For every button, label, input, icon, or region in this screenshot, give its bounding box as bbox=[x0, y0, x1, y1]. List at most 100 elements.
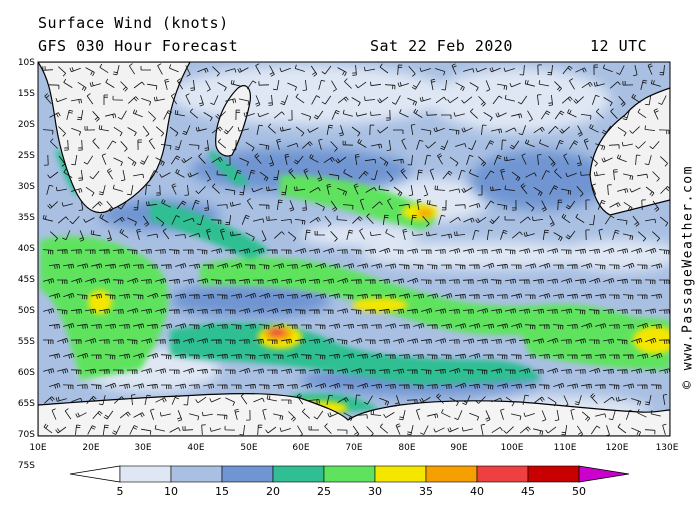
wind-barb bbox=[216, 414, 228, 420]
wind-barb bbox=[182, 426, 194, 431]
wind-barb bbox=[89, 81, 101, 87]
wind-barb bbox=[58, 126, 66, 137]
wind-barb bbox=[505, 369, 516, 374]
wind-barb bbox=[294, 369, 306, 374]
wind-barb bbox=[146, 323, 158, 329]
wind-barb bbox=[113, 157, 123, 166]
wind-barb bbox=[169, 369, 180, 374]
wind-barb bbox=[371, 353, 383, 359]
lat-label: 20S bbox=[18, 120, 35, 130]
colorbar-segment bbox=[476, 465, 529, 483]
wind-barb bbox=[106, 168, 114, 180]
wind-barb bbox=[610, 108, 618, 119]
wind-barb bbox=[520, 183, 528, 195]
wind-barb bbox=[231, 384, 242, 389]
wind-barb bbox=[329, 353, 340, 359]
wind-barb bbox=[379, 63, 389, 74]
wind-barb bbox=[461, 187, 473, 193]
wind-barb bbox=[447, 427, 459, 433]
wind-barb bbox=[636, 264, 648, 270]
wind-barb bbox=[133, 81, 145, 89]
wind-barb bbox=[364, 369, 376, 374]
wind-barb bbox=[462, 395, 471, 405]
wind-barb bbox=[533, 428, 544, 436]
wind-barb bbox=[127, 308, 139, 314]
wind-barb bbox=[265, 426, 277, 434]
wind-barb bbox=[351, 126, 361, 137]
wind-barb bbox=[71, 278, 83, 284]
wind-barb bbox=[385, 323, 397, 329]
wind-barb bbox=[426, 111, 438, 116]
wind-barb bbox=[92, 138, 100, 149]
wind-barb bbox=[99, 63, 109, 74]
wind-barb bbox=[542, 229, 549, 240]
lat-label: 50S bbox=[18, 306, 35, 316]
wind-barb bbox=[280, 95, 289, 106]
wind-barb bbox=[483, 112, 493, 122]
colorbar-segment bbox=[170, 465, 223, 483]
wind-barb bbox=[141, 368, 153, 374]
wind-barb bbox=[478, 96, 486, 107]
wind-barb bbox=[576, 155, 582, 167]
wind-barb bbox=[585, 199, 590, 211]
wind-barb bbox=[569, 78, 575, 90]
wind-barb bbox=[255, 63, 261, 75]
wind-barb bbox=[198, 153, 206, 164]
wind-barb bbox=[42, 214, 53, 222]
wind-barb bbox=[234, 169, 242, 180]
wind-barb bbox=[539, 293, 551, 299]
wind-barb bbox=[385, 263, 397, 269]
wind-barb bbox=[174, 353, 186, 359]
wind-barb bbox=[567, 293, 578, 299]
wind-barb bbox=[258, 354, 270, 359]
wind-barb bbox=[127, 156, 137, 167]
wind-barb bbox=[478, 185, 483, 196]
wind-barb bbox=[126, 339, 138, 345]
wind-barb bbox=[645, 368, 656, 374]
wind-barb bbox=[589, 277, 601, 284]
wind-barb bbox=[616, 309, 628, 314]
wind-barb bbox=[645, 248, 657, 254]
wind-barb bbox=[539, 139, 549, 148]
wind-barb bbox=[258, 324, 270, 330]
wind-barb bbox=[48, 264, 60, 269]
wind-barb bbox=[62, 384, 74, 390]
wind-barb bbox=[43, 423, 53, 434]
wind-barb bbox=[171, 395, 180, 405]
wind-barb bbox=[273, 413, 284, 421]
wind-barb bbox=[258, 264, 270, 270]
wind-barb bbox=[393, 129, 404, 134]
wind-barb bbox=[309, 187, 321, 193]
wind-barb bbox=[336, 249, 348, 254]
wind-barb bbox=[189, 354, 200, 359]
wind-barb bbox=[476, 369, 488, 375]
colorbar-label: 15 bbox=[215, 485, 229, 498]
wind-barb bbox=[555, 140, 564, 150]
wind-barb bbox=[202, 294, 214, 299]
wind-barb bbox=[58, 155, 66, 167]
wind-barb bbox=[71, 98, 82, 104]
wind-barb bbox=[521, 153, 527, 165]
wind-barb bbox=[355, 112, 367, 117]
wind-barb bbox=[547, 278, 559, 284]
wind-barb bbox=[477, 338, 488, 344]
wind-barb bbox=[286, 264, 298, 269]
wind-barb bbox=[191, 199, 200, 210]
wind-barb bbox=[651, 263, 663, 269]
wind-barb bbox=[562, 65, 573, 75]
wind-barb bbox=[253, 368, 265, 374]
wind-barb bbox=[497, 83, 508, 90]
wind-barb bbox=[106, 230, 112, 242]
wind-barb bbox=[468, 294, 480, 300]
wind-barb bbox=[294, 219, 306, 225]
wind-barb bbox=[90, 384, 102, 390]
wind-barb bbox=[622, 324, 634, 329]
wind-barb bbox=[112, 65, 120, 76]
wind-barb bbox=[244, 354, 256, 360]
wind-barb bbox=[538, 80, 549, 87]
wind-barb bbox=[532, 216, 544, 221]
wind-barb bbox=[463, 68, 475, 73]
wind-barb bbox=[273, 323, 285, 329]
wind-barb bbox=[593, 171, 605, 177]
wind-barb bbox=[440, 264, 452, 270]
